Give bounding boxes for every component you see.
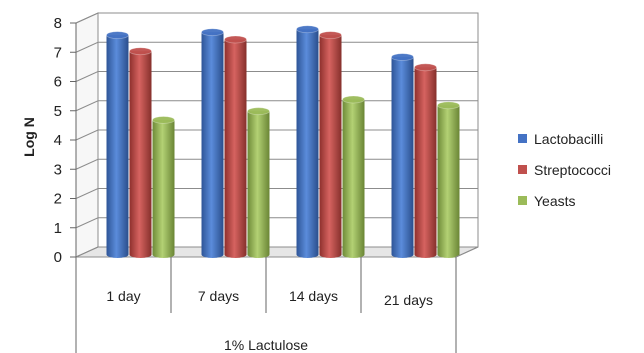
bar bbox=[319, 31, 342, 258]
x-tick-label: 14 days bbox=[289, 288, 338, 304]
bar-top bbox=[296, 25, 319, 34]
x-tick-label: 21 days bbox=[384, 292, 433, 308]
legend-item: Streptococci bbox=[518, 162, 611, 178]
x-tick-label: 7 days bbox=[198, 288, 239, 304]
bar-base bbox=[152, 251, 175, 258]
bar-top bbox=[224, 35, 247, 44]
legend: Lactobacilli Streptococci Yeasts bbox=[518, 131, 611, 209]
legend-label: Yeasts bbox=[534, 193, 576, 209]
bar bbox=[391, 53, 414, 258]
y-tick-label: 4 bbox=[54, 132, 62, 149]
bar-base bbox=[342, 251, 365, 258]
bar bbox=[152, 116, 175, 258]
legend-swatch bbox=[518, 134, 527, 143]
y-tick-label: 1 bbox=[54, 220, 62, 237]
legend-swatch bbox=[518, 165, 527, 174]
bar-base bbox=[247, 251, 270, 258]
bar bbox=[129, 47, 152, 258]
bar bbox=[201, 28, 224, 258]
bar-base bbox=[391, 251, 414, 258]
bar-body bbox=[129, 51, 152, 255]
gridline bbox=[75, 71, 478, 82]
bar-body bbox=[224, 39, 247, 255]
group-label: 1% Lactulose bbox=[224, 337, 308, 353]
bar bbox=[437, 101, 460, 258]
bar-base bbox=[296, 251, 319, 258]
bar-top bbox=[106, 31, 129, 40]
x-axis: 1 day 7 days 14 days 21 days 1% Lactulose bbox=[75, 246, 479, 353]
floor-edge bbox=[455, 246, 479, 258]
legend-item: Yeasts bbox=[518, 193, 576, 209]
bar bbox=[106, 31, 129, 258]
bar bbox=[342, 95, 365, 258]
bar-top bbox=[247, 107, 270, 116]
bar-base bbox=[414, 251, 437, 258]
bar-top bbox=[437, 101, 460, 110]
bar-body bbox=[391, 57, 414, 255]
bar-top bbox=[342, 95, 365, 104]
bar-base bbox=[106, 251, 129, 258]
y-tick-label: 8 bbox=[54, 15, 62, 32]
gridline bbox=[75, 41, 478, 53]
bar bbox=[224, 35, 247, 258]
bar bbox=[247, 107, 270, 258]
y-axis-label: Log N bbox=[21, 117, 37, 157]
bar-body bbox=[106, 35, 129, 255]
bar-base bbox=[201, 251, 224, 258]
bar-top bbox=[152, 116, 175, 124]
bar-base bbox=[129, 251, 152, 258]
legend-swatch bbox=[518, 196, 527, 205]
x-tick-label: 1 day bbox=[106, 288, 140, 304]
y-axis-ticks: 0 1 2 3 4 5 6 7 8 bbox=[54, 15, 77, 266]
bar-body bbox=[414, 67, 437, 255]
bar-base bbox=[224, 251, 247, 258]
bar-base bbox=[437, 251, 460, 258]
y-tick-label: 3 bbox=[54, 161, 62, 178]
bar-base bbox=[319, 251, 342, 258]
y-tick-label: 2 bbox=[54, 191, 62, 208]
y-tick-label: 7 bbox=[54, 44, 62, 61]
bar-body bbox=[201, 32, 224, 255]
legend-label: Lactobacilli bbox=[534, 131, 603, 147]
y-tick-label: 6 bbox=[54, 74, 62, 91]
legend-item: Lactobacilli bbox=[518, 131, 603, 147]
bar-top bbox=[129, 47, 152, 56]
legend-label: Streptococci bbox=[534, 162, 611, 178]
bar-body bbox=[152, 119, 175, 255]
bar-top bbox=[201, 28, 224, 37]
bar-top bbox=[414, 63, 437, 72]
bar-body bbox=[342, 99, 365, 255]
bar-body bbox=[437, 105, 460, 255]
bar-body bbox=[247, 111, 270, 255]
bar bbox=[296, 25, 319, 258]
bars bbox=[106, 25, 460, 258]
y-tick-label: 0 bbox=[54, 249, 62, 266]
bar-body bbox=[296, 29, 319, 255]
bar-top bbox=[319, 31, 342, 40]
gridline bbox=[75, 12, 478, 24]
bar bbox=[414, 63, 437, 258]
y-tick-label: 5 bbox=[54, 103, 62, 120]
bar-body bbox=[319, 35, 342, 255]
bar-top bbox=[391, 53, 414, 61]
